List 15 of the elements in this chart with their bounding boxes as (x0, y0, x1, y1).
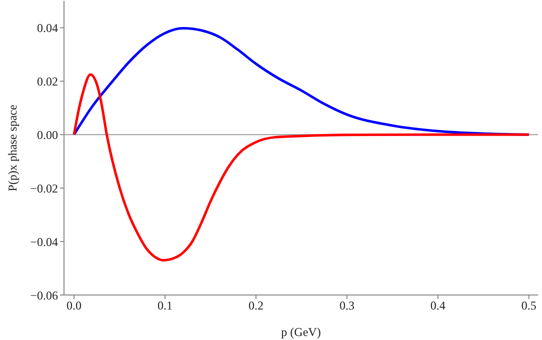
y-axis-title: P(p)x phase space (5, 104, 20, 192)
y-tick-label: −0.06 (30, 288, 58, 302)
x-tick-label: 0.5 (521, 298, 536, 313)
y-tick-label: 0.02 (37, 74, 58, 88)
x-tick-label: 0.0 (66, 298, 82, 313)
x-axis-title: p (GeV) (281, 325, 321, 339)
x-tick-label: 0.1 (157, 298, 172, 313)
x-tick-label: 0.3 (339, 298, 354, 313)
y-tick-label: −0.02 (30, 181, 58, 196)
x-tick-label: 0.2 (248, 298, 264, 313)
y-tick-label: 0.00 (37, 128, 58, 142)
x-tick-label: 0.4 (430, 298, 446, 313)
line-series (72, 73, 530, 262)
y-tick-label: 0.04 (37, 20, 58, 35)
y-tick-label: −0.04 (30, 234, 58, 249)
